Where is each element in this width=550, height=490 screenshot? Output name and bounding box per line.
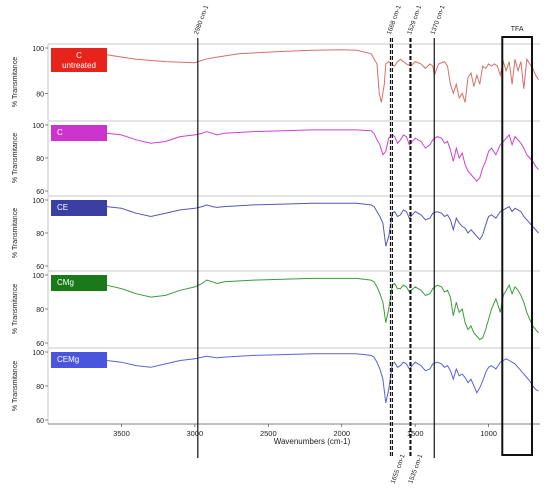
- x-tick-label: 2000: [333, 429, 350, 438]
- panel-cmg: 100 80 60 % Transmitance CMg: [12, 270, 540, 348]
- panel-ce: 100 80 60 % Transmitance CE: [12, 195, 540, 271]
- annotation-label: 2980 cm-1: [193, 4, 210, 36]
- y-axis-label: % Transmitance: [12, 57, 19, 107]
- sample-label-text: untreated: [62, 61, 96, 70]
- y-tick-label: 80: [36, 91, 44, 98]
- spectrum-line-c-untreated: [55, 49, 539, 103]
- x-tick-label: 1500: [407, 429, 424, 438]
- sample-label-text: CE: [57, 203, 68, 212]
- y-tick-label: 80: [36, 231, 44, 238]
- x-axis-label: Wavenumbers (cm-1): [274, 437, 351, 446]
- sample-label-text: CMg: [57, 278, 74, 287]
- y-axis-label: % Transmitance: [12, 361, 19, 411]
- tfa-region-label: TFA: [511, 26, 524, 33]
- x-tick-label: 1000: [480, 429, 497, 438]
- y-tick-label: 80: [36, 156, 44, 163]
- y-tick-label: 100: [32, 273, 44, 280]
- sample-label-text: C: [76, 51, 82, 60]
- x-axis: 3500 3000 2500 2000 1500 1000: [48, 423, 540, 438]
- sample-label-badge: [51, 48, 107, 72]
- panel-c: 100 80 60 % Transmitance C: [12, 120, 540, 196]
- annotation-label: 1535 cm-1: [407, 453, 424, 485]
- y-tick-label: 100: [32, 46, 44, 53]
- sample-label-badge: [51, 125, 107, 141]
- spectrum-line-c: [55, 129, 539, 182]
- y-tick-label: 60: [36, 264, 44, 271]
- panel-cemg: 100 80 60 % Transmitance CEMg: [12, 347, 540, 425]
- sample-label-text: CEMg: [57, 355, 79, 364]
- y-tick-label: 60: [36, 341, 44, 348]
- y-tick-label: 80: [36, 384, 44, 391]
- y-tick-label: 60: [36, 418, 44, 425]
- y-tick-label: 80: [36, 307, 44, 314]
- x-tick-label: 3500: [113, 429, 130, 438]
- sample-label-badge: [51, 352, 107, 368]
- y-axis-label: % Transmitance: [12, 284, 19, 334]
- spectrum-line-cemg: [55, 353, 539, 404]
- annotation-label: 1655 cm-1: [390, 453, 407, 485]
- y-axis-label: % Transmitance: [12, 133, 19, 183]
- annotation-label: 1370 cm-1: [430, 4, 447, 36]
- y-tick-label: 100: [32, 198, 44, 205]
- sample-label-text: C: [57, 128, 63, 137]
- y-tick-label: 100: [32, 123, 44, 130]
- sample-label-badge: [51, 200, 107, 216]
- annotation-label: 1668 cm-1: [386, 4, 403, 36]
- spectrum-line-cmg: [55, 277, 539, 341]
- x-tick-label: 3000: [187, 429, 204, 438]
- spectrum-line-ce: [55, 202, 539, 247]
- y-axis-label: % Transmitance: [12, 208, 19, 258]
- y-tick-label: 100: [32, 350, 44, 357]
- sample-label-badge: [51, 275, 107, 291]
- y-tick-label: 60: [36, 189, 44, 196]
- annotation-label: 1529 cm-1: [406, 4, 423, 36]
- x-tick-label: 2500: [260, 429, 277, 438]
- tfa-region-box: [501, 36, 533, 456]
